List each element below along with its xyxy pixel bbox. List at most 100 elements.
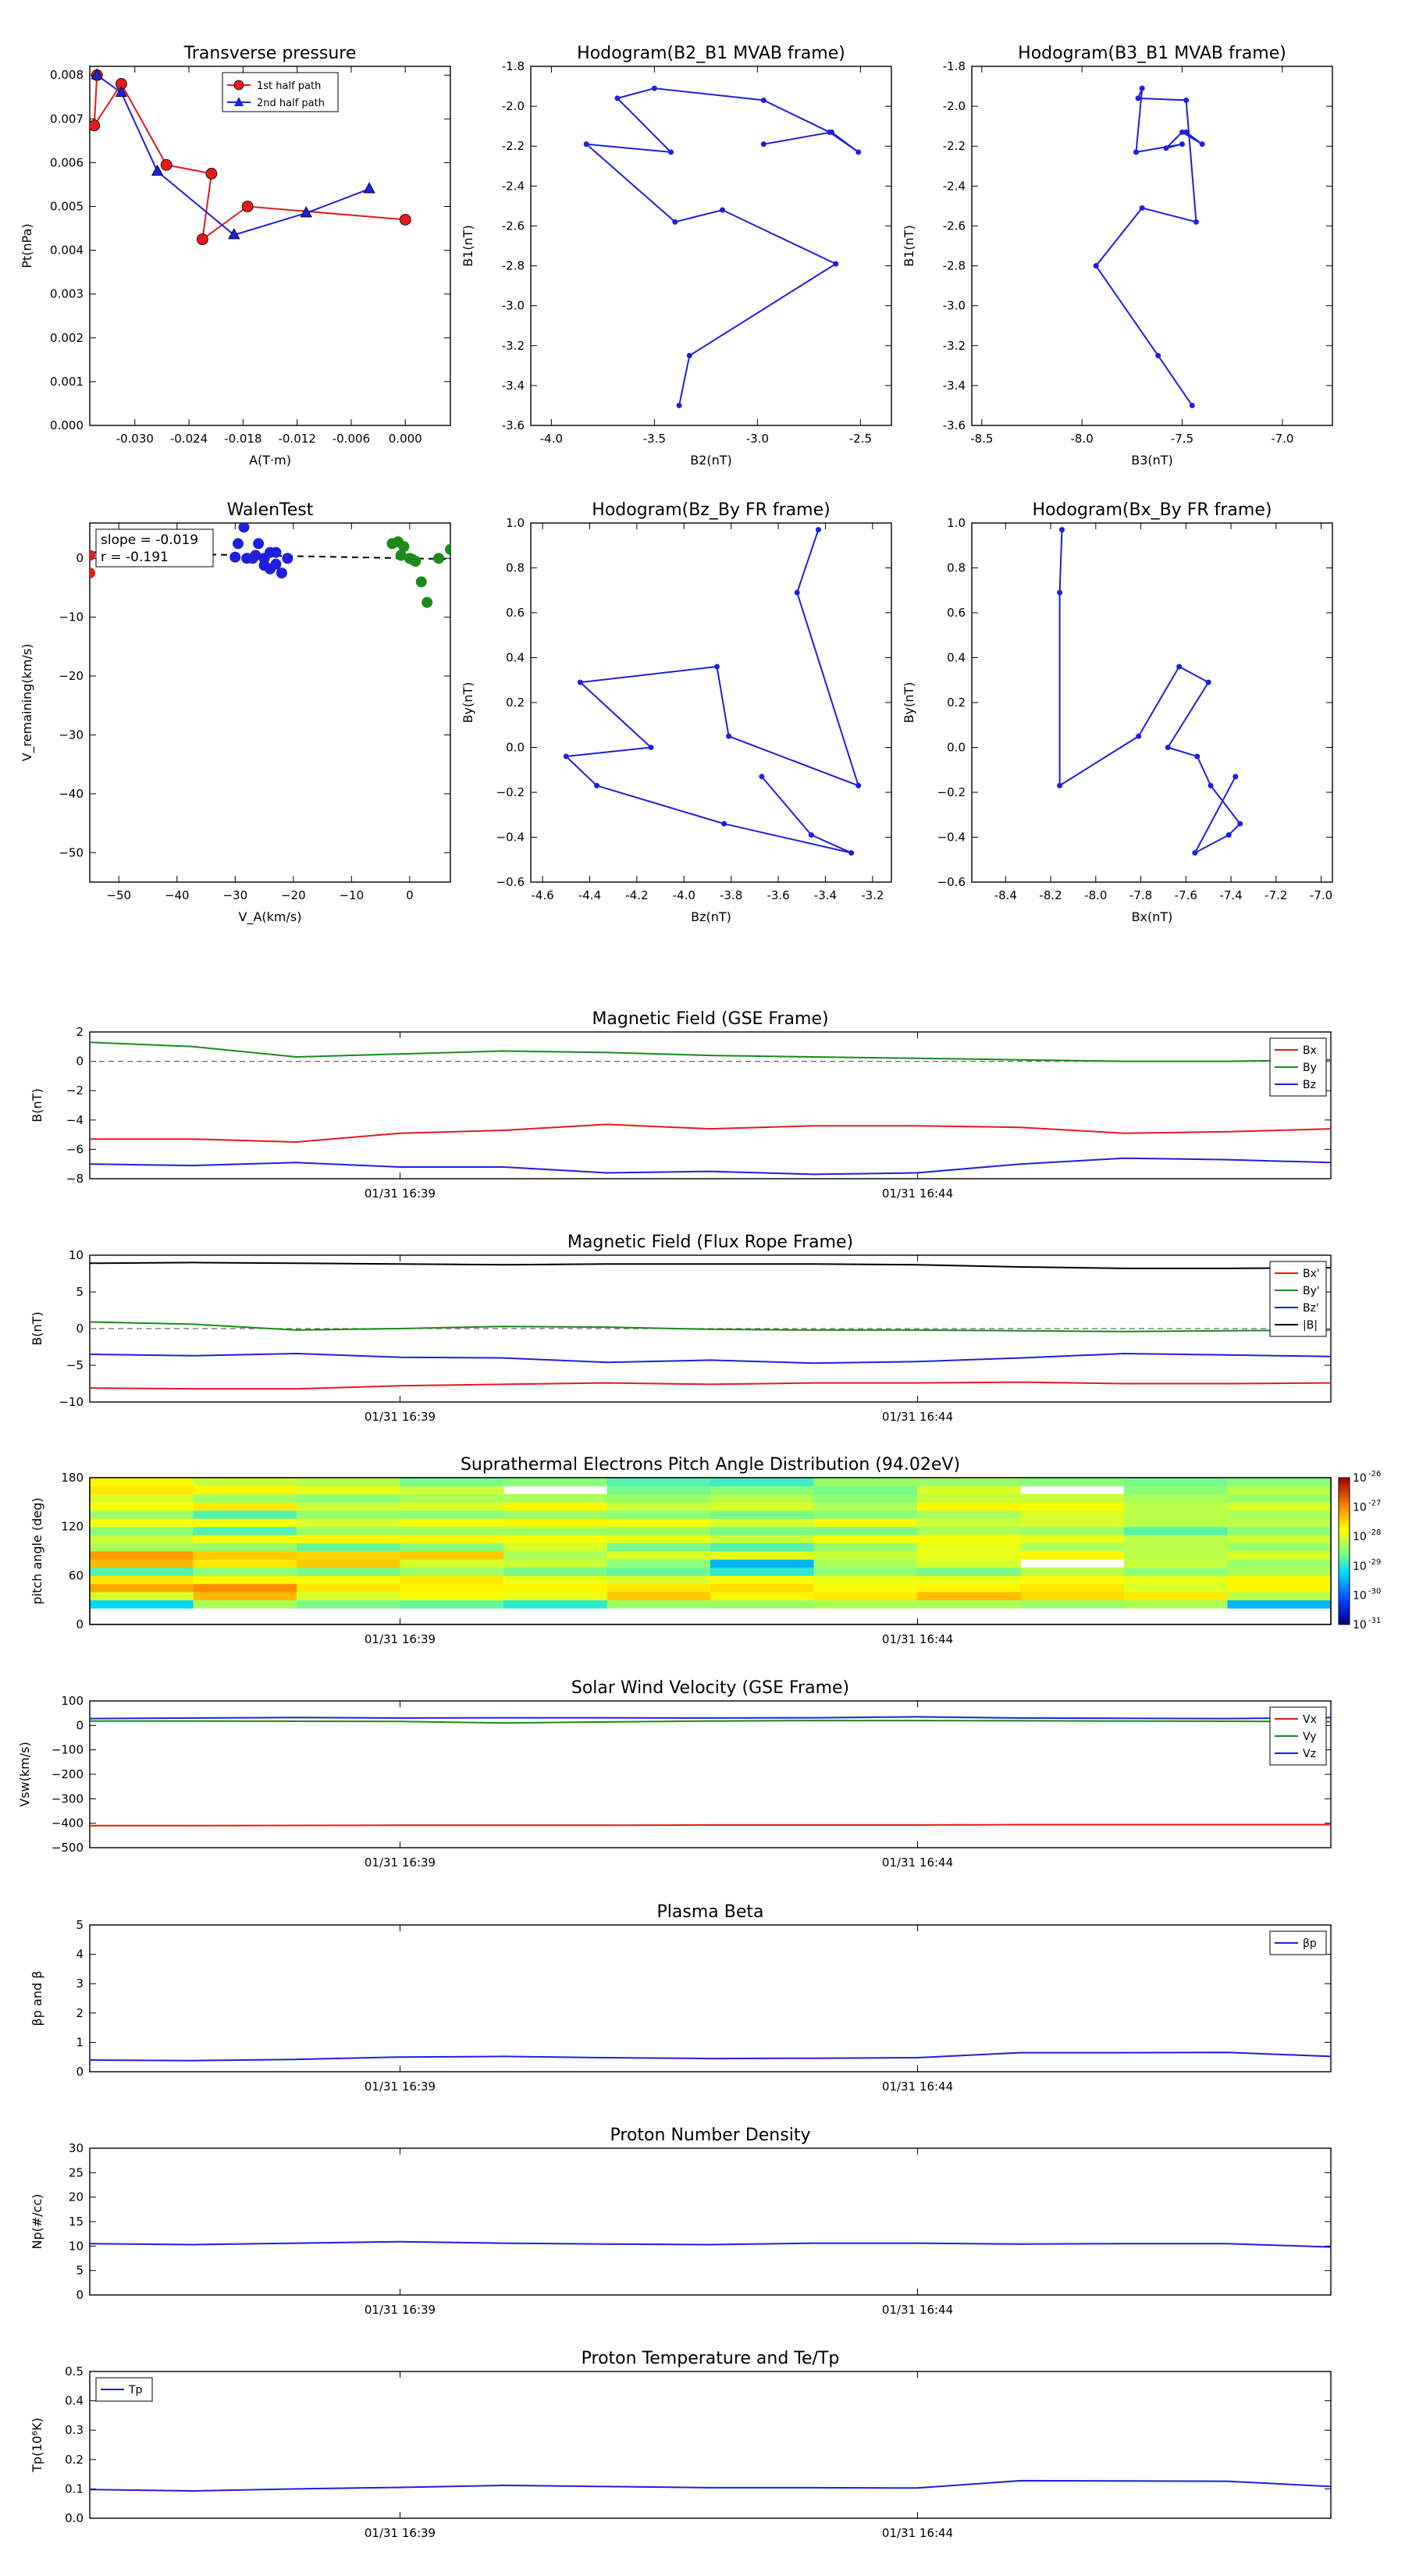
series-line-0	[1094, 87, 1203, 406]
plot-frame	[89, 1477, 1332, 1625]
colorbar-segment	[1339, 1494, 1350, 1498]
data-point	[1139, 85, 1145, 91]
heatmap-cell	[193, 1583, 297, 1592]
heatmap-cell	[606, 1502, 711, 1511]
legend-label: Vz	[1303, 1748, 1316, 1760]
y-tick-label: 180	[61, 1471, 84, 1485]
heatmap-cell	[193, 1493, 297, 1503]
y-tick-label: 0.2	[506, 696, 525, 710]
colorbar-segment	[1339, 1580, 1350, 1584]
y-tick-label: 1.0	[506, 516, 525, 530]
heatmap-cell	[917, 1518, 1021, 1528]
colorbar-segment	[1339, 1604, 1350, 1608]
heatmap-cell	[813, 1551, 918, 1560]
pad-panel: Suprathermal Electrons Pitch Angle Distr…	[30, 1455, 1381, 1646]
legend-label: Bx'	[1303, 1268, 1320, 1280]
heatmap-cell	[917, 1542, 1021, 1552]
x-tick-label: -0.030	[116, 432, 154, 446]
heatmap-cell	[710, 1478, 814, 1486]
plot-area	[1057, 527, 1243, 856]
y-tick-label: 0.006	[50, 155, 84, 169]
colorbar-segment	[1339, 1607, 1350, 1610]
y-tick-label: 0.2	[947, 696, 966, 710]
colorbar-segment	[1339, 1592, 1350, 1596]
heatmap-cell	[1124, 1493, 1228, 1503]
heatmap-cell	[606, 1478, 711, 1486]
heatmap-cell	[1020, 1542, 1125, 1552]
heatmap-cell	[1020, 1510, 1125, 1519]
x-tick-label: -7.0	[1310, 888, 1332, 902]
data-point	[1199, 141, 1205, 148]
y-tick-label: −0.2	[937, 785, 966, 799]
data-point	[160, 158, 173, 171]
time-tick-label: 01/31 16:44	[882, 1187, 953, 1201]
heatmap-cell	[400, 1583, 504, 1592]
colorbar-segment	[1339, 1595, 1350, 1599]
colorbar-segment	[1339, 1497, 1350, 1500]
time-tick-label: 01/31 16:44	[882, 2080, 953, 2094]
heatmap-cell	[193, 1502, 297, 1511]
y-tick-label: 20	[69, 2190, 84, 2204]
colorbar-segment	[1339, 1528, 1350, 1532]
data-point	[614, 95, 621, 101]
heatmap-cell	[297, 1551, 400, 1560]
x-axis-label: B2(nT)	[690, 453, 732, 468]
y-tick-label: 10	[69, 1248, 84, 1262]
heatmap-cell	[1227, 1551, 1332, 1560]
y-tick-label: -1.8	[943, 59, 966, 73]
heatmap-cell	[606, 1599, 711, 1609]
heatmap-cell	[710, 1518, 814, 1528]
x-tick-label: -8.4	[994, 888, 1017, 902]
y-tick-label: 0.000	[50, 418, 84, 432]
heatmap-cell	[606, 1535, 711, 1544]
data-point	[1189, 402, 1195, 408]
heatmap-cell	[1124, 1502, 1228, 1511]
heatmap-cell	[710, 1510, 814, 1519]
y-tick-label: 2	[76, 1025, 84, 1039]
series-line-Vy	[90, 1720, 1332, 1724]
series-line-1	[96, 74, 370, 237]
data-point	[1205, 679, 1211, 685]
data-point	[1163, 145, 1169, 151]
data-point	[1059, 527, 1065, 533]
heatmap-cell	[1020, 1599, 1125, 1609]
series-line-0	[93, 75, 406, 241]
transverse-pressure-panel: Transverse pressure -0.030 -0.024 -0.018 -0.…	[20, 44, 451, 468]
chart-title: Proton Number Density	[610, 2126, 811, 2145]
heatmap-cell	[1227, 1502, 1332, 1511]
data-point	[151, 164, 164, 176]
heatmap-cell	[90, 1518, 194, 1528]
time-tick-label: 01/31 16:39	[365, 1632, 436, 1646]
data-point	[815, 527, 821, 533]
chart-title: Hodogram(B2_B1 MVAB frame)	[577, 44, 845, 63]
legend-label: βp	[1303, 1937, 1317, 1950]
data-point	[855, 782, 862, 788]
heatmap-cell	[90, 1485, 194, 1495]
data-point	[229, 551, 241, 563]
y-tick-label: −10	[59, 1395, 84, 1409]
colorbar-segment	[1339, 1575, 1350, 1578]
data-point	[363, 182, 375, 194]
colorbar-segment	[1339, 1517, 1350, 1520]
data-point	[433, 553, 445, 564]
plot-area	[583, 85, 862, 408]
y-axis-label: B(nT)	[30, 1088, 44, 1122]
proton-density-panel: Proton Number Density 0 5 10 15 20 25 30 Np(#/cc…	[30, 2126, 1332, 2317]
data-point	[583, 141, 589, 148]
y-axis-label: Np(#/cc)	[30, 2194, 44, 2250]
colorbar-segment	[1339, 1553, 1350, 1557]
plot-frame	[971, 522, 1333, 883]
heatmap-cell	[503, 1493, 607, 1503]
y-tick-label: 0.2	[65, 2453, 84, 2467]
time-tick-label: 01/31 16:44	[882, 1632, 953, 1646]
heatmap-cell	[90, 1559, 194, 1568]
y-tick-label: -3.4	[943, 379, 966, 393]
x-tick-label: -4.0	[673, 888, 695, 902]
data-point	[1232, 774, 1239, 780]
heatmap-cell	[1227, 1510, 1332, 1519]
plot-frame	[89, 66, 451, 426]
plot-frame	[89, 522, 451, 883]
heatmap-cell	[400, 1518, 504, 1528]
heatmap-cell	[297, 1526, 400, 1535]
time-tick-label: 01/31 16:39	[365, 2080, 436, 2094]
